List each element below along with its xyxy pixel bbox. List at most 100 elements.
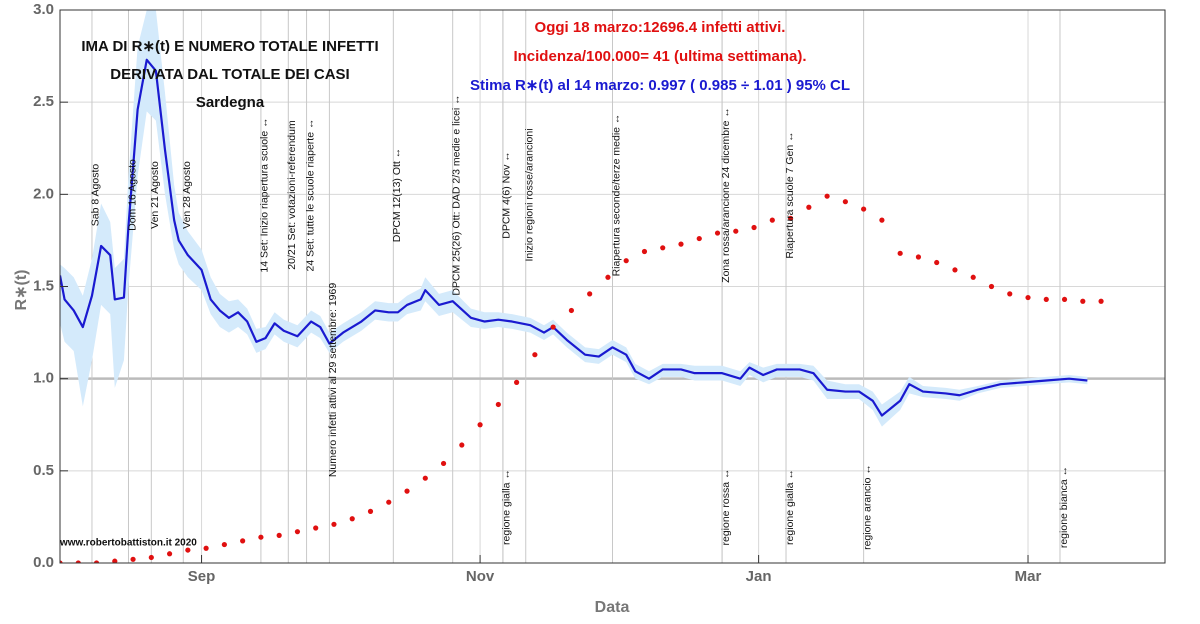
chart-title: IMA DI R∗(t) E NUMERO TOTALE INFETTI [81, 38, 378, 55]
zone-label: regione gialla ↔ [501, 469, 513, 545]
infected-dot [587, 291, 593, 297]
y-axis-label: R∗(t) [13, 270, 30, 311]
infected-dot [1025, 294, 1031, 301]
event-label: Sab 8 Agosto [90, 164, 102, 227]
event-label: Dom 16 Agosto [126, 159, 138, 231]
infected-dot [185, 547, 191, 553]
event-label: 24 Set: tutte le scuole riaperte ↔ [304, 119, 316, 272]
infected-dot [349, 516, 355, 522]
chart-title: Sardegna [196, 94, 265, 111]
infected-dot [166, 551, 173, 557]
x-tick-label: Sep [188, 568, 216, 585]
infected-dot [258, 534, 264, 540]
zone-label: regione bianca ↔ [1058, 466, 1070, 548]
infected-dot [1080, 298, 1086, 304]
y-tick-label: 0.0 [33, 554, 54, 571]
infected-dot [75, 560, 81, 563]
infected-dot [824, 193, 830, 199]
infected-dot [1043, 296, 1049, 303]
event-label: DPCM 25(26) Ott: DAD 2/3 medie e licei ↔ [450, 94, 462, 295]
infected-dot [440, 460, 447, 467]
infected-dot [313, 525, 319, 531]
event-label: Zona rossa/arancione 24 dicembre ↔ [720, 107, 732, 283]
infected-dot [988, 283, 995, 290]
info-line: Incidenza/100.000= 41 (ultima settimana)… [513, 48, 806, 65]
event-label: Riapertura scuole 7 Gen ↔ [784, 131, 796, 258]
event-label: 20/21 Set: votazioni-referendum [286, 120, 298, 270]
info-line: Stima R∗(t) al 14 marzo: 0.997 ( 0.985 ÷… [470, 77, 850, 94]
infected-dot [623, 258, 629, 264]
infected-dot [970, 274, 976, 280]
infected-dot [459, 442, 465, 448]
infected-dot [386, 499, 392, 505]
infected-dot [842, 199, 848, 205]
y-tick-label: 3.0 [33, 1, 54, 18]
infected-dot [1098, 298, 1104, 304]
event-label: DPCM 12(13) Ott ↔ [391, 148, 403, 243]
infected-dot [806, 204, 812, 210]
infected-dot [550, 324, 556, 330]
infected-dot [532, 352, 538, 358]
infected-dot [952, 267, 958, 273]
chart-title: DERIVATA DAL TOTALE DEI CASI [110, 66, 349, 83]
infected-dot [93, 560, 100, 563]
event-label: Inizio regioni rosse/arancioni [524, 128, 536, 261]
zone-label: regione gialla ↔ [784, 469, 796, 545]
infected-dot [276, 532, 282, 538]
infected-dot [660, 245, 666, 251]
event-label: Ven 21 Agosto [149, 161, 161, 229]
y-tick-label: 2.5 [33, 93, 54, 110]
y-tick-label: 0.5 [33, 462, 54, 479]
infected-dot [404, 488, 410, 494]
infected-dot [879, 217, 885, 223]
infected-dot [733, 228, 739, 234]
x-tick-label: Jan [746, 568, 772, 585]
infected-dot [294, 529, 301, 535]
zone-label: regione arancio ↔ [861, 464, 873, 550]
plot-area [60, 10, 1104, 563]
r-line [60, 58, 1088, 417]
infected-dot [897, 250, 903, 256]
infected-dot [130, 556, 136, 562]
zone-label: regione rossa ↔ [720, 468, 732, 545]
infected-dot [331, 521, 337, 527]
grid [60, 9, 1165, 564]
y-tick-label: 1.0 [33, 370, 54, 387]
infected-dot [148, 554, 154, 561]
infected-dot [367, 508, 374, 514]
event-label: Riapertura seconde/terze medie ↔ [610, 114, 622, 277]
infected-dot [915, 254, 922, 260]
infected-dot [422, 475, 428, 481]
infected-dot [714, 230, 721, 236]
infected-dot [787, 215, 794, 221]
x-axis-label: Data [595, 599, 630, 616]
event-label: Ven 28 Agosto [181, 161, 193, 229]
infected-dot [203, 545, 209, 551]
infected-dot [678, 241, 684, 247]
infected-dot [495, 401, 501, 408]
note-label: Numero infetti attivi al 29 settembre: 1… [327, 283, 339, 478]
event-label: 14 Set: Inizio riapertura scuole ↔ [259, 117, 271, 272]
y-tick-label: 1.5 [33, 277, 54, 294]
watermark: www.robertobattiston.it 2020 [59, 538, 197, 549]
info-line: Oggi 18 marzo:12696.4 infetti attivi. [535, 19, 786, 36]
infected-dot [861, 206, 867, 212]
infected-dot [641, 248, 648, 255]
infected-dot [751, 224, 757, 231]
infected-dot [568, 307, 575, 314]
x-tick-label: Mar [1015, 568, 1042, 585]
infected-dot [112, 558, 118, 563]
infected-dot [240, 538, 246, 544]
x-tick-label: Nov [466, 568, 495, 585]
infected-dot [514, 379, 520, 385]
infected-dot [477, 422, 483, 428]
infected-dot [769, 217, 775, 223]
confidence-band [60, 10, 1088, 427]
infected-dot [221, 541, 227, 548]
plot-frame [59, 9, 1166, 564]
infected-dot [1007, 291, 1013, 297]
infected-dot [696, 235, 702, 242]
